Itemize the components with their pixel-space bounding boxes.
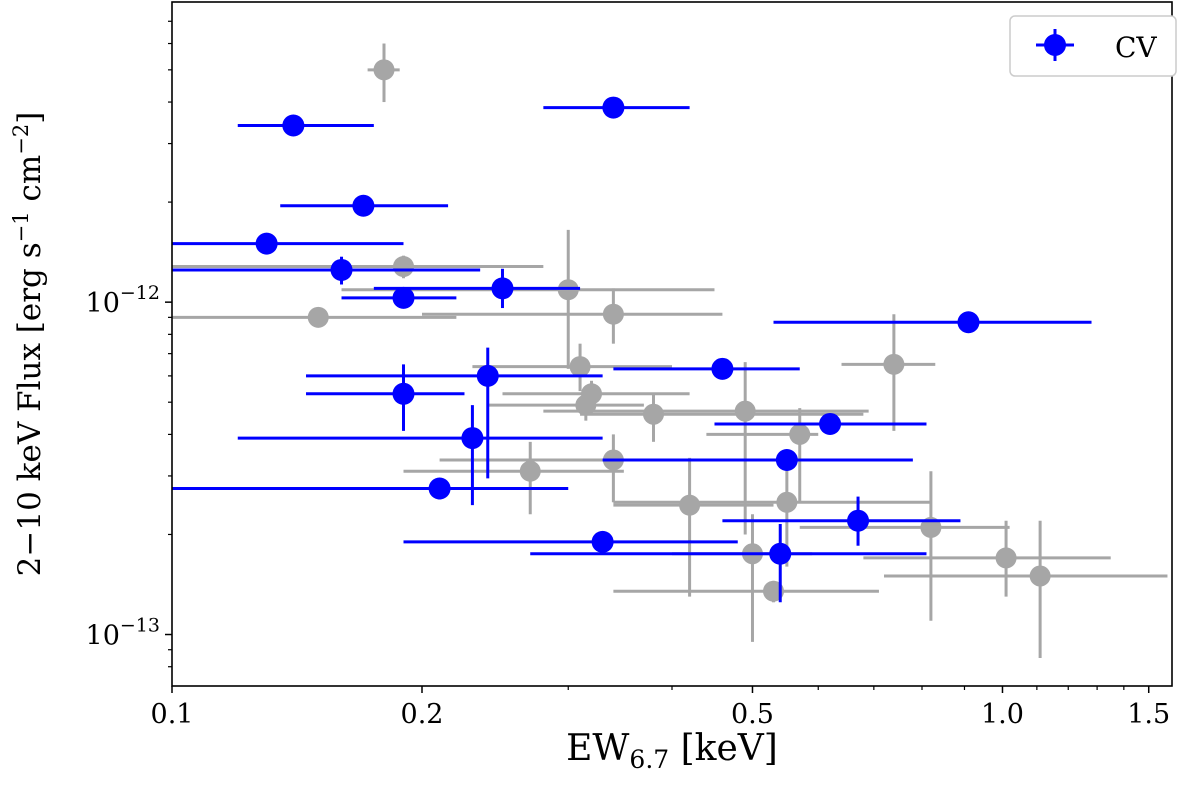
- grey-series-layer: [172, 43, 1168, 658]
- data-marker: [776, 491, 798, 513]
- grey-point-18: [672, 514, 813, 642]
- grey-point-19: [613, 580, 879, 603]
- data-marker: [352, 194, 375, 217]
- data-marker: [847, 509, 870, 532]
- data-marker: [679, 494, 701, 516]
- cv-point-11: [306, 364, 465, 431]
- data-marker: [819, 412, 842, 435]
- cv-point-18: [530, 524, 927, 603]
- legend-cv-marker: [1036, 29, 1074, 61]
- x-tick-label: 0.5: [731, 699, 774, 730]
- data-marker: [476, 364, 499, 387]
- y-axis-ticks: 10−12 10−13: [86, 20, 172, 668]
- grey-point-2: [172, 255, 544, 279]
- grey-point-13: [403, 441, 624, 515]
- data-marker: [957, 311, 980, 334]
- x-tick-label: 1.0: [981, 699, 1024, 730]
- data-marker: [591, 530, 614, 553]
- data-marker: [883, 353, 905, 375]
- cv-point-6: [341, 286, 457, 309]
- grey-point-6: [472, 343, 672, 392]
- grey-point-1: [367, 43, 400, 103]
- data-marker: [428, 477, 451, 500]
- data-marker: [491, 277, 514, 300]
- grey-point-3: [172, 306, 457, 328]
- data-marker: [461, 427, 484, 450]
- data-marker: [711, 357, 734, 380]
- x-tick-label: 1.5: [1127, 699, 1170, 730]
- cv-point-10: [306, 347, 603, 479]
- grey-point-16: [841, 314, 936, 431]
- grey-point-11: [706, 408, 819, 503]
- cv-point-1: [237, 114, 374, 137]
- legend: CV: [1009, 15, 1177, 77]
- legend-box: [1009, 15, 1177, 77]
- data-marker: [373, 59, 395, 81]
- grey-point-20: [863, 520, 1111, 597]
- grey-point-14: [613, 457, 774, 597]
- data-marker: [602, 96, 625, 119]
- legend-dot: [1044, 34, 1066, 56]
- data-marker: [642, 403, 664, 425]
- data-marker: [995, 547, 1017, 569]
- cv-point-8: [773, 311, 1092, 334]
- data-marker: [282, 114, 305, 137]
- cv-point-13: [237, 405, 603, 506]
- x-tick-label: 0.2: [401, 699, 444, 730]
- legend-cv-label: CV: [1115, 31, 1157, 64]
- data-marker: [789, 423, 811, 445]
- grey-point-8: [502, 380, 690, 406]
- cv-point-14: [602, 449, 913, 472]
- data-marker: [581, 383, 603, 405]
- data-marker: [775, 449, 798, 472]
- grey-point-17: [799, 471, 1010, 621]
- data-marker: [307, 306, 329, 328]
- cv-point-9: [613, 357, 800, 380]
- data-marker: [392, 256, 414, 278]
- data-marker: [1029, 565, 1051, 587]
- grey-point-21: [883, 520, 1168, 658]
- data-marker: [734, 400, 756, 422]
- data-marker: [330, 258, 353, 281]
- cv-point-15: [172, 477, 569, 500]
- data-marker: [392, 286, 415, 309]
- cv-point-17: [403, 530, 738, 553]
- cv-point-16: [722, 496, 961, 546]
- grey-point-5: [422, 288, 723, 344]
- cv-point-12: [714, 412, 927, 435]
- data-marker: [602, 303, 624, 325]
- grey-point-7: [487, 391, 644, 421]
- data-marker: [519, 460, 541, 482]
- data-marker: [255, 232, 278, 255]
- cv-point-7: [373, 268, 581, 309]
- data-marker: [569, 356, 591, 378]
- x-axis-ticks: 0.1 0.2 0.5 1.0 1.5: [151, 686, 1170, 730]
- grey-point-9: [580, 393, 864, 442]
- y-tick-label: 10−13: [86, 615, 160, 652]
- cv-series-layer: [172, 96, 1092, 603]
- data-marker: [392, 382, 415, 405]
- cv-point-3: [280, 194, 449, 217]
- cv-point-5: [172, 256, 481, 285]
- x-tick-label: 0.1: [151, 699, 194, 730]
- cv-point-4: [172, 232, 404, 255]
- x-axis-label: EW6.7 [keV]: [566, 728, 778, 774]
- data-marker: [769, 542, 792, 565]
- plot-frame: [171, 1, 1173, 687]
- y-tick-label: 10−12: [86, 282, 160, 319]
- y-axis-label: 2−10 keV Flux [erg s−1 cm−2]: [9, 112, 48, 577]
- cv-point-2: [543, 96, 690, 119]
